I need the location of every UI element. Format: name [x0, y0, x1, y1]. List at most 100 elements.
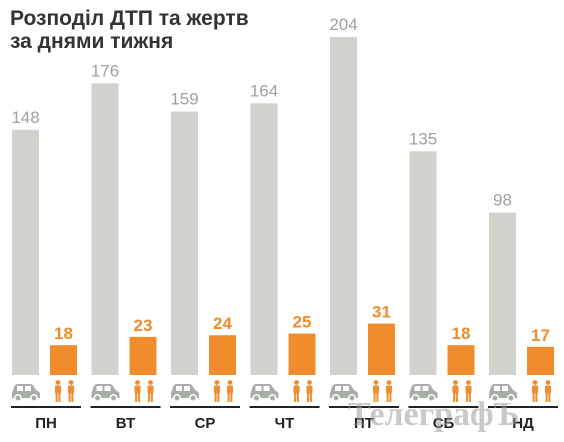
person-torso [545, 385, 551, 394]
person-figure-2 [147, 380, 154, 402]
victim-value-label: 18 [452, 324, 471, 343]
person-head [214, 380, 220, 385]
axis-segment [170, 406, 240, 408]
person-figure-2 [306, 380, 313, 402]
day-label: НД [512, 415, 534, 432]
person-leg-left [68, 393, 71, 402]
person-torso [386, 385, 392, 394]
person-torso [532, 385, 538, 394]
people-icon [55, 380, 74, 402]
car-window-rear [343, 386, 349, 391]
person-torso [68, 385, 74, 394]
day-label: ЧТ [275, 415, 295, 432]
car-wheel-front [252, 394, 261, 402]
accident-bar [330, 37, 357, 375]
people-icon [214, 380, 233, 402]
person-leg-right [296, 393, 299, 402]
person-leg-left [55, 393, 58, 402]
day-label: ВТ [116, 415, 135, 432]
accident-value-label: 164 [250, 81, 278, 100]
person-figure-1 [214, 380, 220, 402]
person-leg-right [535, 393, 538, 402]
person-torso [134, 385, 141, 394]
victim-bar [288, 333, 316, 375]
day-group-5: 204 31 [329, 15, 395, 402]
person-torso [147, 385, 154, 394]
person-torso [465, 385, 472, 394]
person-leg-left [307, 393, 310, 402]
car-window-front [494, 386, 500, 391]
axis-segment [249, 406, 320, 408]
person-figure-2 [227, 380, 233, 402]
person-figure-2 [68, 380, 74, 402]
car-window-rear [263, 386, 270, 391]
car-wheel-front [14, 394, 22, 402]
person-leg-left [545, 393, 548, 402]
person-leg-right [376, 393, 379, 402]
car-window-front [255, 386, 262, 391]
car-wheel-rear [427, 394, 436, 402]
victim-bar [447, 345, 475, 375]
car-window-rear [25, 386, 31, 391]
victim-bar [129, 336, 157, 375]
victim-value-label: 31 [372, 303, 391, 322]
victim-value-label: 25 [293, 313, 312, 332]
car-wheel-front [491, 394, 499, 402]
car-window-rear [104, 386, 111, 391]
car-icon [171, 384, 199, 402]
people-icon [373, 380, 392, 402]
car-wheel-rear [268, 394, 277, 402]
axis-segment [488, 406, 558, 408]
car-icon [12, 384, 40, 402]
victim-value-label: 17 [531, 326, 550, 345]
axis-segment [11, 406, 81, 408]
accident-bar [12, 129, 39, 375]
axis-segment [329, 406, 399, 408]
person-leg-left [532, 393, 535, 402]
people-icon [293, 380, 313, 402]
person-figure-2 [465, 380, 472, 402]
person-leg-left [453, 393, 456, 402]
person-head [466, 380, 471, 385]
person-leg-left [386, 393, 389, 402]
day-group-2: 176 23 [91, 61, 157, 402]
accident-value-label: 148 [11, 108, 39, 127]
person-leg-right [389, 393, 392, 402]
car-wheel-front [332, 394, 340, 402]
victim-bar [527, 346, 554, 375]
person-leg-right [137, 393, 140, 402]
person-torso [452, 385, 459, 394]
person-leg-right [548, 393, 551, 402]
accident-bar [250, 103, 278, 376]
car-wheel-rear [507, 394, 515, 402]
person-torso [214, 385, 220, 394]
axis-segment [90, 406, 161, 408]
person-leg-right [71, 393, 74, 402]
car-window-rear [502, 386, 508, 391]
person-leg-right [58, 393, 61, 402]
victim-value-label: 23 [134, 316, 153, 335]
car-icon [409, 384, 438, 402]
person-leg-right [150, 393, 153, 402]
victim-bar [209, 335, 236, 375]
person-head [55, 380, 61, 385]
victim-value-label: 24 [213, 314, 232, 333]
person-head [135, 380, 140, 385]
car-window-front [17, 386, 23, 391]
car-icon [330, 384, 358, 402]
car-window-rear [422, 386, 429, 391]
person-figure-1 [134, 380, 141, 402]
car-wheel-front [411, 394, 420, 402]
person-figure-1 [452, 380, 459, 402]
people-icon [532, 380, 551, 402]
person-head [294, 380, 299, 385]
person-leg-left [135, 393, 138, 402]
person-head [148, 380, 153, 385]
victim-value-label: 18 [54, 324, 73, 343]
day-label: ПН [35, 415, 57, 432]
accident-value-label: 135 [409, 129, 437, 148]
person-leg-right [217, 393, 220, 402]
victim-bar [368, 323, 395, 375]
car-icon [250, 384, 279, 402]
